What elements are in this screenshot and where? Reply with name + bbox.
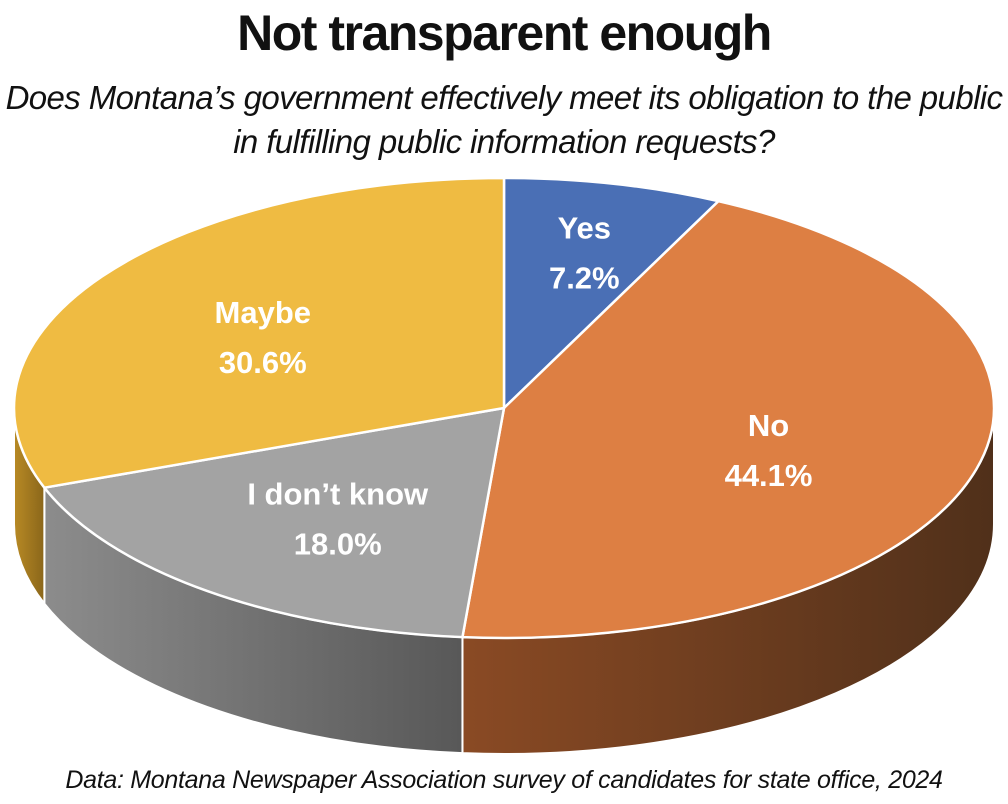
pie-slice-yes xyxy=(502,176,720,410)
slice-value-maybe: 30.6% xyxy=(219,345,307,380)
slice-value-no: 44.1% xyxy=(725,458,813,493)
pie-slice-maybe xyxy=(12,176,506,489)
chart-title: Not transparent enough xyxy=(237,5,772,61)
slice-label-i-dont-know: I don’t know xyxy=(247,476,429,511)
slice-label-no: No xyxy=(748,408,789,443)
source-note: Data: Montana Newspaper Association surv… xyxy=(65,766,943,794)
slice-label-maybe: Maybe xyxy=(215,295,311,330)
slice-value-i-dont-know: 18.0% xyxy=(294,526,382,561)
pie-slice-no xyxy=(461,199,996,640)
pie-slice-i-dont-know xyxy=(43,406,506,639)
slice-value-yes: 7.2% xyxy=(549,260,620,295)
slice-label-yes: Yes xyxy=(558,210,611,245)
chart-subtitle: Does Montana’s government effectively me… xyxy=(5,79,1003,160)
